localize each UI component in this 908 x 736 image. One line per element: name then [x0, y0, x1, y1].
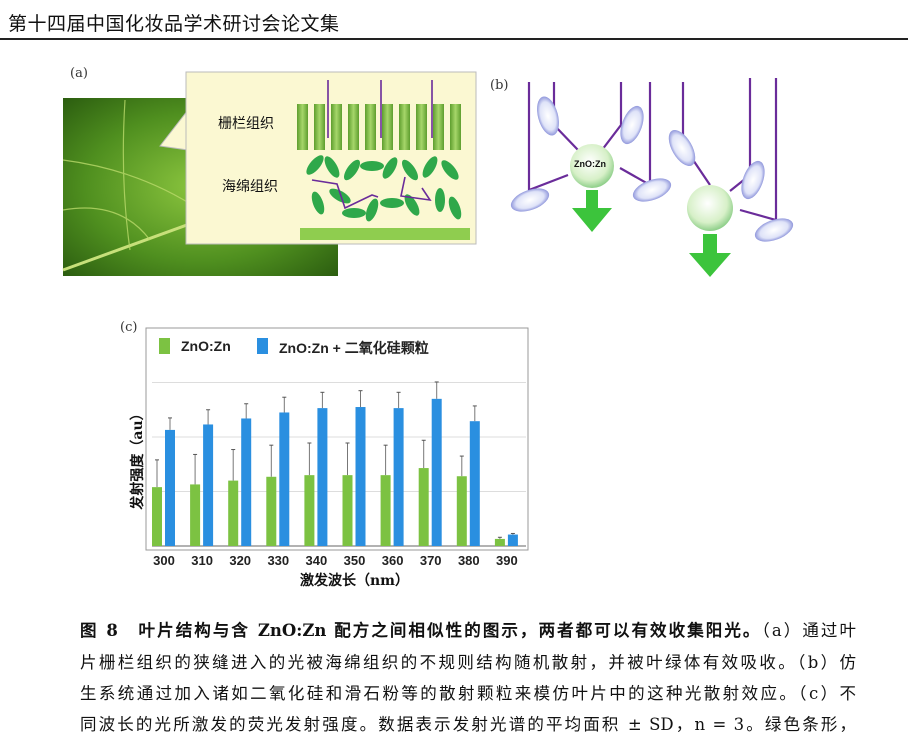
legend-swatch-blue	[257, 338, 268, 354]
y-axis-label: 发射强度（au）	[130, 406, 146, 510]
emission-bar-chart	[145, 327, 529, 551]
legend-label-green: ZnO:Zn	[181, 338, 231, 354]
caption-line-4: 同波长的光所激发的荧光发射强度。数据表示发射光谱的平均面积 ± SD，n = 3…	[80, 715, 856, 734]
x-tick-label: 310	[191, 553, 213, 568]
bar-green-380	[456, 476, 467, 546]
caption-line-1: 图 8 叶片结构与含 ZnO:Zn 配方之间相似性的图示，两者都可以有效收集阳光…	[80, 617, 856, 641]
bar-blue-320	[241, 418, 252, 546]
running-header: 第十四届中国化妆品学术研讨会论文集	[8, 13, 340, 35]
x-tick-label: 380	[457, 553, 480, 568]
panel-a-label: (a)	[70, 66, 88, 81]
x-tick-label: 320	[229, 553, 252, 568]
bar-green-340	[304, 475, 315, 546]
x-tick-label: 370	[419, 553, 442, 568]
caption-line-3: 生系统通过加入诸如二氧化硅和滑石粉等的散射颗粒来模仿叶片中的这种光散射效应。（c…	[80, 684, 856, 703]
panel-a-illustration	[62, 71, 477, 276]
bar-green-320	[228, 480, 239, 546]
bar-blue-330	[279, 412, 290, 546]
bar-blue-390	[507, 534, 518, 546]
bar-blue-360	[393, 408, 404, 546]
bar-blue-300	[165, 429, 175, 546]
bar-blue-370	[431, 398, 442, 546]
emission-arrows	[572, 190, 731, 277]
bar-green-360	[380, 475, 391, 546]
palisade-tissue-label: 栅栏组织	[218, 116, 274, 132]
header-rule	[0, 38, 908, 40]
light-ray-arrows	[311, 80, 433, 210]
scattering-particles	[510, 96, 794, 242]
legend-label-blue: ZnO:Zn + 二氧化硅颗粒	[279, 340, 429, 356]
x-axis-label: 激发波长（nm）	[300, 573, 409, 589]
bar-blue-350	[355, 407, 366, 546]
spongy-tissue-label: 海绵组织	[222, 179, 278, 195]
x-tick-label: 360	[381, 553, 404, 568]
zno-zn-particle-2	[687, 185, 733, 231]
zno-zn-particle-label: ZnO:Zn	[574, 159, 606, 169]
caption-line-2: 片栅栏组织的狭缝进入的光被海绵组织的不规则结构随机散射，并被叶绿体有效吸收。（b…	[80, 653, 856, 672]
chart-frame	[145, 327, 529, 551]
bar-green-300	[152, 487, 162, 546]
x-tick-label: 350	[343, 553, 366, 568]
caption-title: 图 8 叶片结构与含 ZnO:Zn 配方之间相似性的图示，两者都可以有效收集阳光…	[80, 621, 762, 640]
bar-blue-340	[317, 408, 328, 546]
x-tick-label: 390	[496, 553, 518, 568]
bar-green-390	[494, 538, 505, 546]
zno-zn-particle	[570, 144, 614, 188]
bar-green-310	[190, 484, 201, 546]
x-tick-label: 300	[153, 553, 175, 568]
x-tick-label: 330	[267, 553, 290, 568]
panel-b-label: (b)	[490, 78, 509, 93]
panel-c-label: (c)	[120, 320, 138, 335]
panel-b-biomimetic-diagram	[510, 78, 794, 277]
bar-green-330	[266, 476, 277, 546]
x-tick-label: 340	[305, 553, 328, 568]
bar-blue-380	[469, 421, 480, 546]
bar-green-350	[342, 475, 353, 546]
palisade-cells	[297, 104, 461, 150]
bar-green-370	[418, 468, 429, 546]
legend-swatch-green	[159, 338, 170, 354]
leaf-cross-section-callout	[159, 71, 477, 245]
bar-blue-310	[203, 424, 214, 546]
spongy-cells	[306, 155, 462, 222]
caption-text: （a）通过叶	[761, 621, 856, 640]
